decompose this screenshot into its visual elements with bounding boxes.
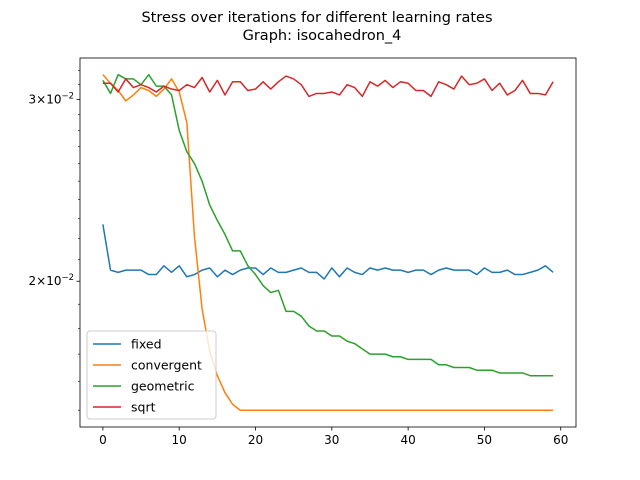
x-tick-label: 20 — [248, 433, 263, 447]
y-tick-label: 3×10−2 — [29, 91, 75, 106]
axes-frame — [79, 57, 577, 428]
x-tick-label: 0 — [99, 433, 107, 447]
legend-label-geometric: geometric — [131, 379, 195, 394]
chart-subtitle: Graph: isocahedron_4 — [243, 28, 402, 44]
legend-box — [86, 330, 217, 420]
x-tick-label: 40 — [400, 433, 415, 447]
x-tick-label: 10 — [172, 433, 187, 447]
y-tick-label: 2×10−2 — [29, 273, 75, 288]
series-line-sqrt — [102, 75, 554, 98]
legend-label-sqrt: sqrt — [131, 400, 156, 415]
legend-label-convergent: convergent — [131, 358, 202, 373]
x-tick-label: 60 — [553, 433, 568, 447]
series-line-fixed — [102, 224, 554, 280]
legend: fixed convergent geometric sqrt — [86, 330, 217, 420]
x-tick-label: 50 — [477, 433, 492, 447]
series-line-geometric — [102, 73, 554, 377]
plot-area: 0 10 20 30 40 50 60 2×10−2 3×10−2 fixed convergent… — [29, 57, 577, 447]
chart-title: Stress over iterations for different lea… — [141, 10, 492, 26]
legend-label-fixed: fixed — [131, 337, 162, 352]
x-tick-label: 30 — [324, 433, 339, 447]
